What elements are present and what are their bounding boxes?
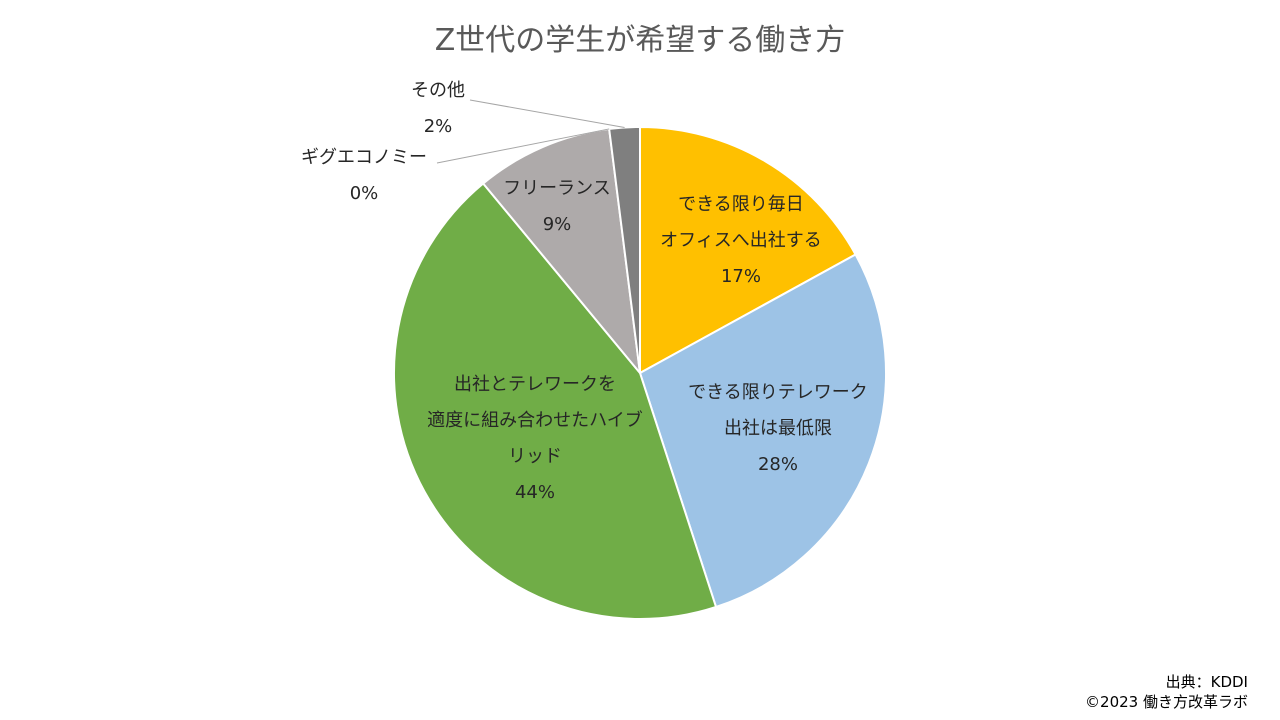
- slice-label-1: できる限りテレワーク出社は最低限 28%: [688, 382, 868, 475]
- pie-slice-5: [608, 125, 641, 374]
- source-note: 出典：KDDI ©2023 働き方改革ラボ: [1085, 672, 1248, 712]
- slice-category-label: 適度に組み合わせたハイブ: [427, 409, 643, 431]
- slice-value-label: 44%: [515, 482, 555, 503]
- pie-slice-2: [393, 182, 718, 620]
- leader-line-4: [436, 128, 610, 164]
- slice-label-5: その他 2%: [411, 80, 465, 137]
- slice-category-label: フリーランス: [503, 178, 611, 199]
- source-line-2: ©2023 働き方改革ラボ: [1085, 693, 1248, 711]
- slice-value-label: 17%: [721, 266, 761, 287]
- pie-slice-0: [639, 125, 857, 375]
- slice-value-label: 9%: [543, 214, 572, 235]
- slice-category-label: 出社は最低限: [724, 418, 832, 439]
- slice-category-label: できる限りテレワーク: [688, 382, 868, 403]
- slice-value-label: 0%: [350, 183, 379, 204]
- slice-category-label: リッド: [508, 446, 562, 467]
- slice-category-label: できる限り毎日: [678, 194, 804, 215]
- slice-category-label: オフィスへ出社する: [660, 230, 822, 251]
- slice-label-2: 出社とテレワークを適度に組み合わせたハイブリッド 44%: [427, 374, 643, 503]
- source-line-1: 出典：KDDI: [1165, 673, 1248, 691]
- slice-value-label: 2%: [424, 116, 453, 137]
- slice-label-4: ギグエコノミー 0%: [301, 147, 427, 204]
- slice-category-label: その他: [411, 80, 465, 101]
- slice-label-0: できる限り毎日オフィスへ出社する 17%: [660, 194, 822, 287]
- slice-category-label: 出社とテレワークを: [454, 374, 616, 395]
- slice-label-3: フリーランス 9%: [503, 178, 611, 235]
- pie-slice-1: [638, 253, 887, 609]
- leader-line-5: [469, 99, 625, 128]
- slice-category-label: ギグエコノミー: [301, 147, 427, 168]
- slice-value-label: 28%: [758, 454, 798, 475]
- chart-title: Z世代の学生が希望する働き方: [435, 23, 846, 58]
